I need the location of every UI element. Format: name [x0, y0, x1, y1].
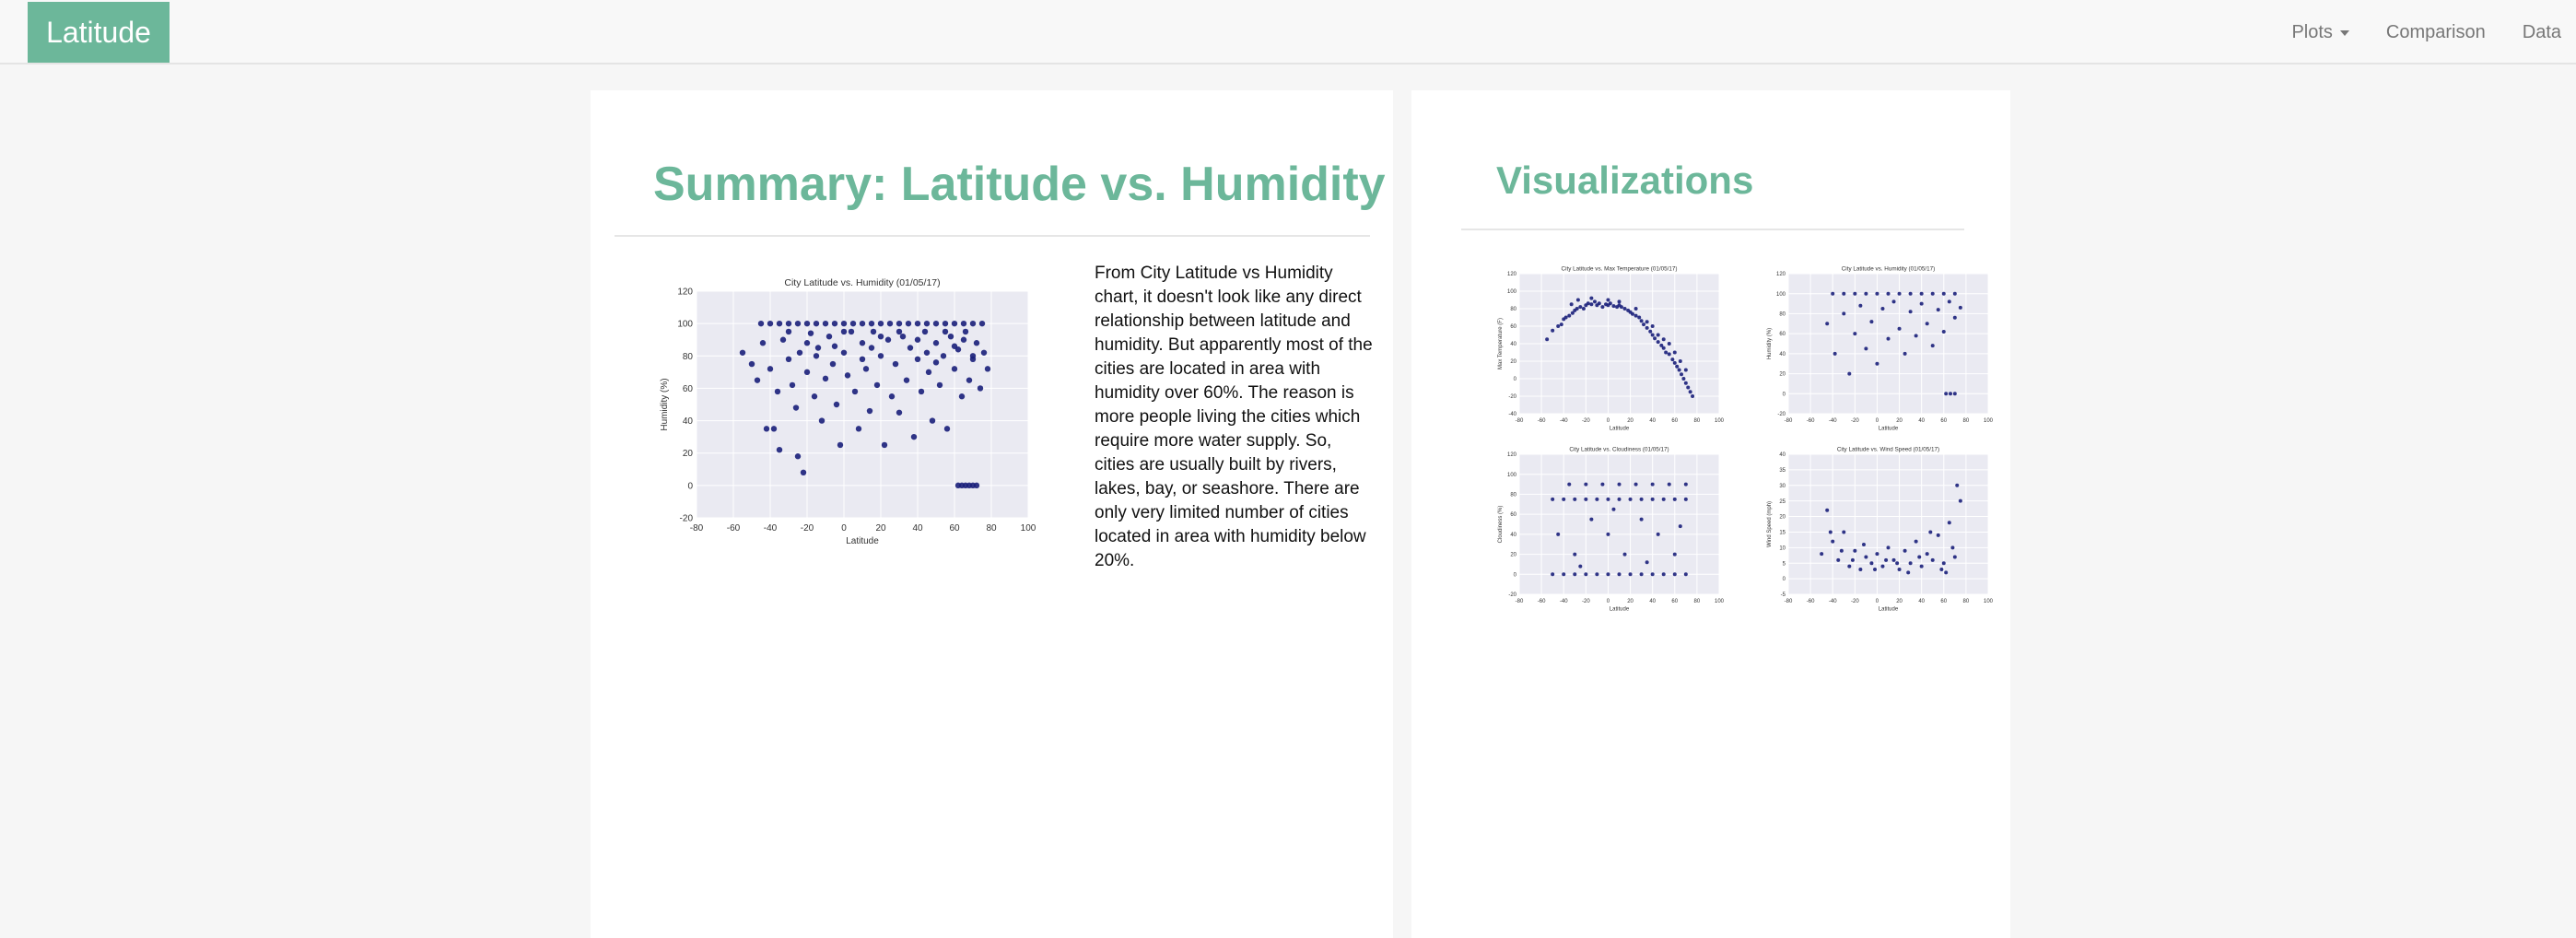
- nav-comparison-link[interactable]: Comparison: [2385, 21, 2486, 42]
- summary-text: From City Latitude vs Humidity chart, it…: [1095, 264, 1373, 570]
- visualizations-divider: [1461, 229, 1964, 230]
- caret-down-icon: [2339, 30, 2349, 36]
- nav-plots-dropdown[interactable]: Plots: [2291, 21, 2349, 43]
- nav-plots-label: Plots: [2291, 21, 2333, 42]
- visualizations-title: Visualizations: [1496, 158, 1754, 202]
- nav-data-link[interactable]: Data: [2522, 21, 2561, 42]
- brand-link[interactable]: Latitude: [28, 2, 170, 63]
- nav-links: Plots Comparison Data: [2291, 0, 2576, 64]
- summary-divider: [615, 235, 1370, 237]
- visualizations-panel: Visualizations: [1411, 90, 2010, 938]
- summary-title: Summary: Latitude vs. Humidity: [653, 158, 1386, 211]
- navbar: Latitude Plots Comparison Data: [0, 0, 2576, 64]
